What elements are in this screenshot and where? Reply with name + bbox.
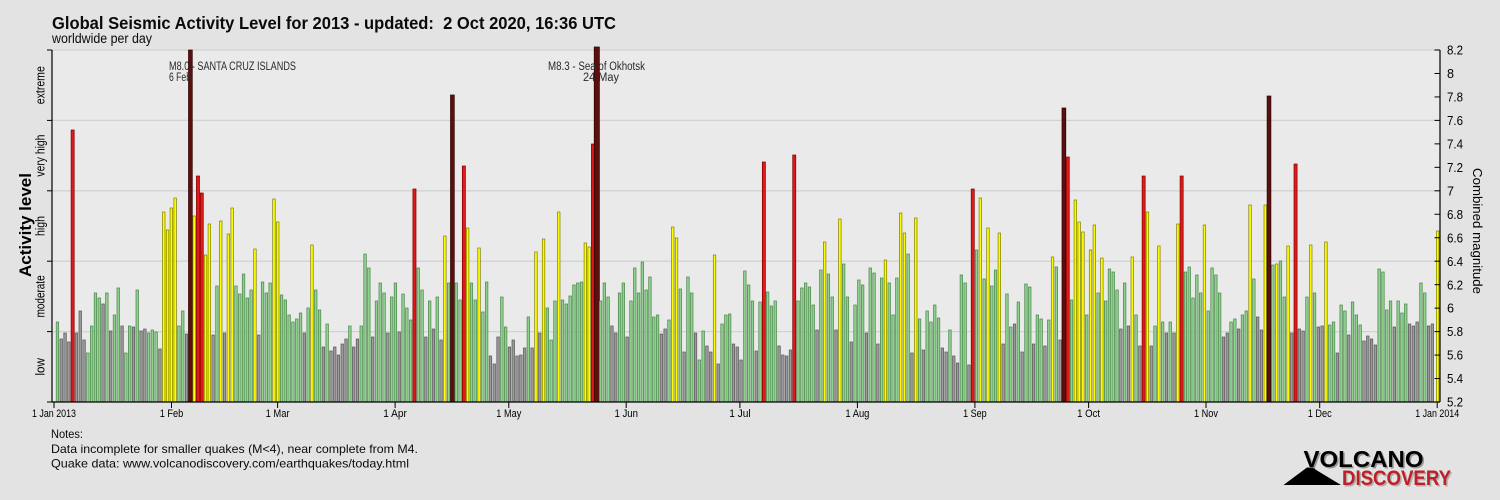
svg-text:1 Mar: 1 Mar bbox=[266, 408, 290, 420]
svg-text:DISCOVERY: DISCOVERY bbox=[1342, 467, 1451, 490]
svg-text:1 Jul: 1 Jul bbox=[729, 408, 751, 420]
svg-text:5.4: 5.4 bbox=[1447, 371, 1463, 386]
svg-text:high: high bbox=[33, 216, 48, 236]
svg-text:1 Nov: 1 Nov bbox=[1194, 408, 1218, 420]
svg-text:7.6: 7.6 bbox=[1447, 113, 1463, 128]
svg-text:1 Aug: 1 Aug bbox=[845, 408, 869, 420]
svg-text:6.2: 6.2 bbox=[1447, 277, 1463, 292]
svg-text:24 May: 24 May bbox=[583, 72, 619, 84]
svg-text:1 Jan 2014: 1 Jan 2014 bbox=[1415, 408, 1459, 420]
svg-text:8: 8 bbox=[1447, 66, 1454, 81]
svg-text:7.2: 7.2 bbox=[1447, 160, 1463, 175]
svg-text:extreme: extreme bbox=[33, 66, 48, 104]
svg-text:1 Feb: 1 Feb bbox=[160, 408, 184, 420]
svg-text:low: low bbox=[33, 358, 48, 376]
svg-text:worldwide per day: worldwide per day bbox=[51, 31, 152, 46]
svg-text:7.8: 7.8 bbox=[1447, 90, 1463, 105]
svg-text:DISCOVERY: DISCOVERY bbox=[1344, 469, 1453, 492]
svg-text:6.4: 6.4 bbox=[1447, 254, 1463, 269]
svg-text:8.2: 8.2 bbox=[1447, 43, 1463, 58]
svg-text:Activity level: Activity level bbox=[16, 173, 35, 277]
svg-text:6 Feb: 6 Feb bbox=[169, 72, 191, 84]
svg-text:Combined magnitude: Combined magnitude bbox=[1470, 168, 1484, 294]
svg-text:5.2: 5.2 bbox=[1447, 395, 1463, 410]
svg-text:1 Sep: 1 Sep bbox=[963, 408, 987, 420]
svg-text:Quake data: www.volcanodiscove: Quake data: www.volcanodiscovery.com/ear… bbox=[51, 457, 409, 471]
svg-text:very high: very high bbox=[33, 135, 48, 177]
svg-text:1 Apr: 1 Apr bbox=[383, 408, 407, 420]
svg-text:1 Dec: 1 Dec bbox=[1308, 408, 1332, 420]
svg-text:5.6: 5.6 bbox=[1447, 348, 1463, 363]
svg-text:M8.0 - SANTA CRUZ ISLANDS: M8.0 - SANTA CRUZ ISLANDS bbox=[169, 61, 296, 73]
svg-text:6: 6 bbox=[1447, 301, 1454, 316]
svg-text:6.6: 6.6 bbox=[1447, 230, 1463, 245]
svg-text:1 Oct: 1 Oct bbox=[1077, 408, 1100, 420]
svg-text:Notes:: Notes: bbox=[51, 427, 83, 441]
svg-text:1 Jan 2013: 1 Jan 2013 bbox=[32, 408, 76, 420]
svg-text:Data incomplete for smaller qu: Data incomplete for smaller quakes (M<4)… bbox=[51, 442, 418, 456]
svg-text:Global Seismic Activity Level: Global Seismic Activity Level for 2013 -… bbox=[52, 13, 616, 33]
svg-text:1 May: 1 May bbox=[496, 408, 521, 420]
svg-text:VOLCANO: VOLCANO bbox=[1305, 448, 1425, 474]
svg-text:7: 7 bbox=[1447, 183, 1454, 198]
svg-text:6.8: 6.8 bbox=[1447, 207, 1463, 222]
svg-text:5.8: 5.8 bbox=[1447, 324, 1463, 339]
svg-text:M8.3 - Sea of Okhotsk: M8.3 - Sea of Okhotsk bbox=[548, 61, 645, 73]
svg-text:moderate: moderate bbox=[33, 275, 48, 317]
svg-text:VOLCANO: VOLCANO bbox=[1304, 446, 1424, 472]
svg-text:7.4: 7.4 bbox=[1447, 136, 1463, 151]
svg-text:1 Jun: 1 Jun bbox=[615, 408, 639, 420]
